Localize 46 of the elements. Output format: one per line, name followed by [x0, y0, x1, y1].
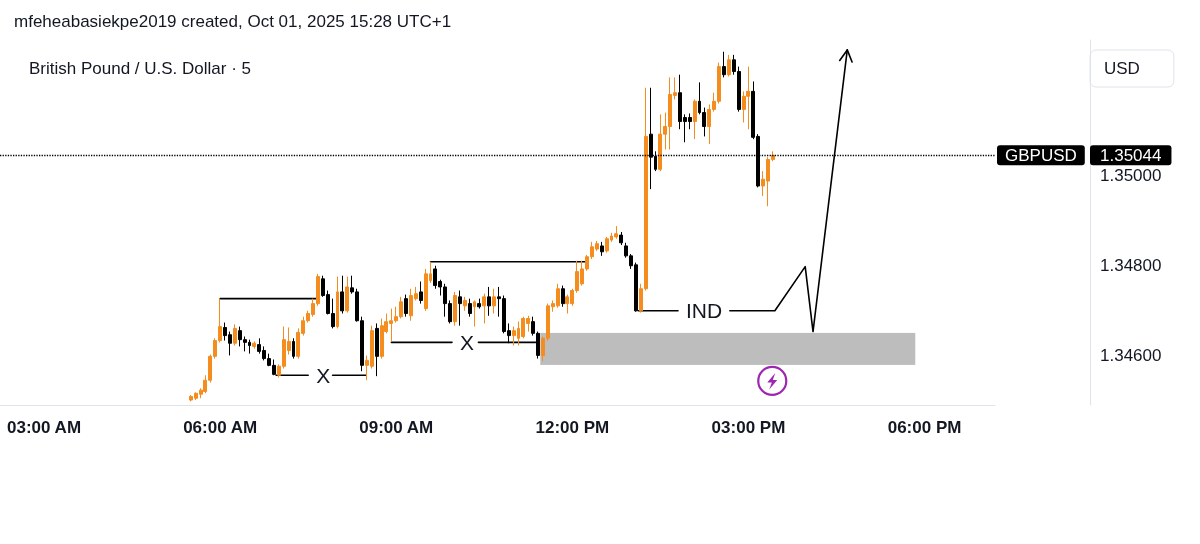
annotation: X [460, 330, 475, 354]
text: British Pound / U.S. Dollar · 5 [29, 59, 252, 78]
candlestick [404, 294, 408, 318]
candlestick [722, 51, 726, 78]
candlestick [492, 288, 496, 315]
candlestick [380, 317, 384, 360]
candlestick [336, 276, 339, 329]
x-tick-label: 03:00 AM [7, 418, 82, 437]
candlestick [345, 276, 349, 314]
candlestick [605, 236, 609, 254]
candlestick [453, 291, 457, 327]
candlestick [600, 241, 604, 257]
candlestick [233, 323, 237, 347]
candlestick [614, 225, 618, 240]
candlestick [746, 66, 750, 130]
candlestick [482, 293, 486, 324]
annotation: X [316, 363, 331, 387]
y-axis-title: USD [1104, 59, 1140, 78]
candlestick [487, 286, 491, 317]
annotation: IND [686, 299, 723, 323]
candlestick [561, 285, 565, 308]
candlestick [693, 98, 697, 140]
candlestick [477, 298, 481, 310]
x-tick-label: 03:00 PM [711, 418, 786, 437]
x-tick-label: 09:00 AM [359, 418, 434, 437]
candlestick [512, 326, 516, 347]
candlestick [727, 54, 731, 77]
candlestick [252, 340, 256, 350]
candlestick [340, 275, 344, 315]
candlestick [375, 322, 379, 377]
x-tick-label: 12:00 PM [535, 418, 610, 437]
candlestick [458, 290, 462, 327]
candlestick [463, 296, 467, 312]
ref-line-label: GBPUSD [1005, 145, 1077, 165]
x-tick-label: 06:00 AM [183, 418, 258, 437]
y-tick-label: 1.35000 [1100, 166, 1162, 186]
y-tick-label: 1.34800 [1100, 256, 1162, 276]
candlestick [619, 231, 623, 246]
x-tick-label: 06:00 PM [887, 418, 962, 437]
text: mfeheabasiekpe2019 created, Oct 01, 2025 15:28 UTC+1 [14, 12, 452, 31]
y-tick-label: 1.35044 [1100, 146, 1162, 166]
candlestick [419, 281, 423, 305]
candlestick [473, 299, 476, 328]
candlestick [468, 298, 472, 318]
candlestick [292, 337, 295, 360]
y-tick-label: 1.34600 [1100, 346, 1162, 366]
